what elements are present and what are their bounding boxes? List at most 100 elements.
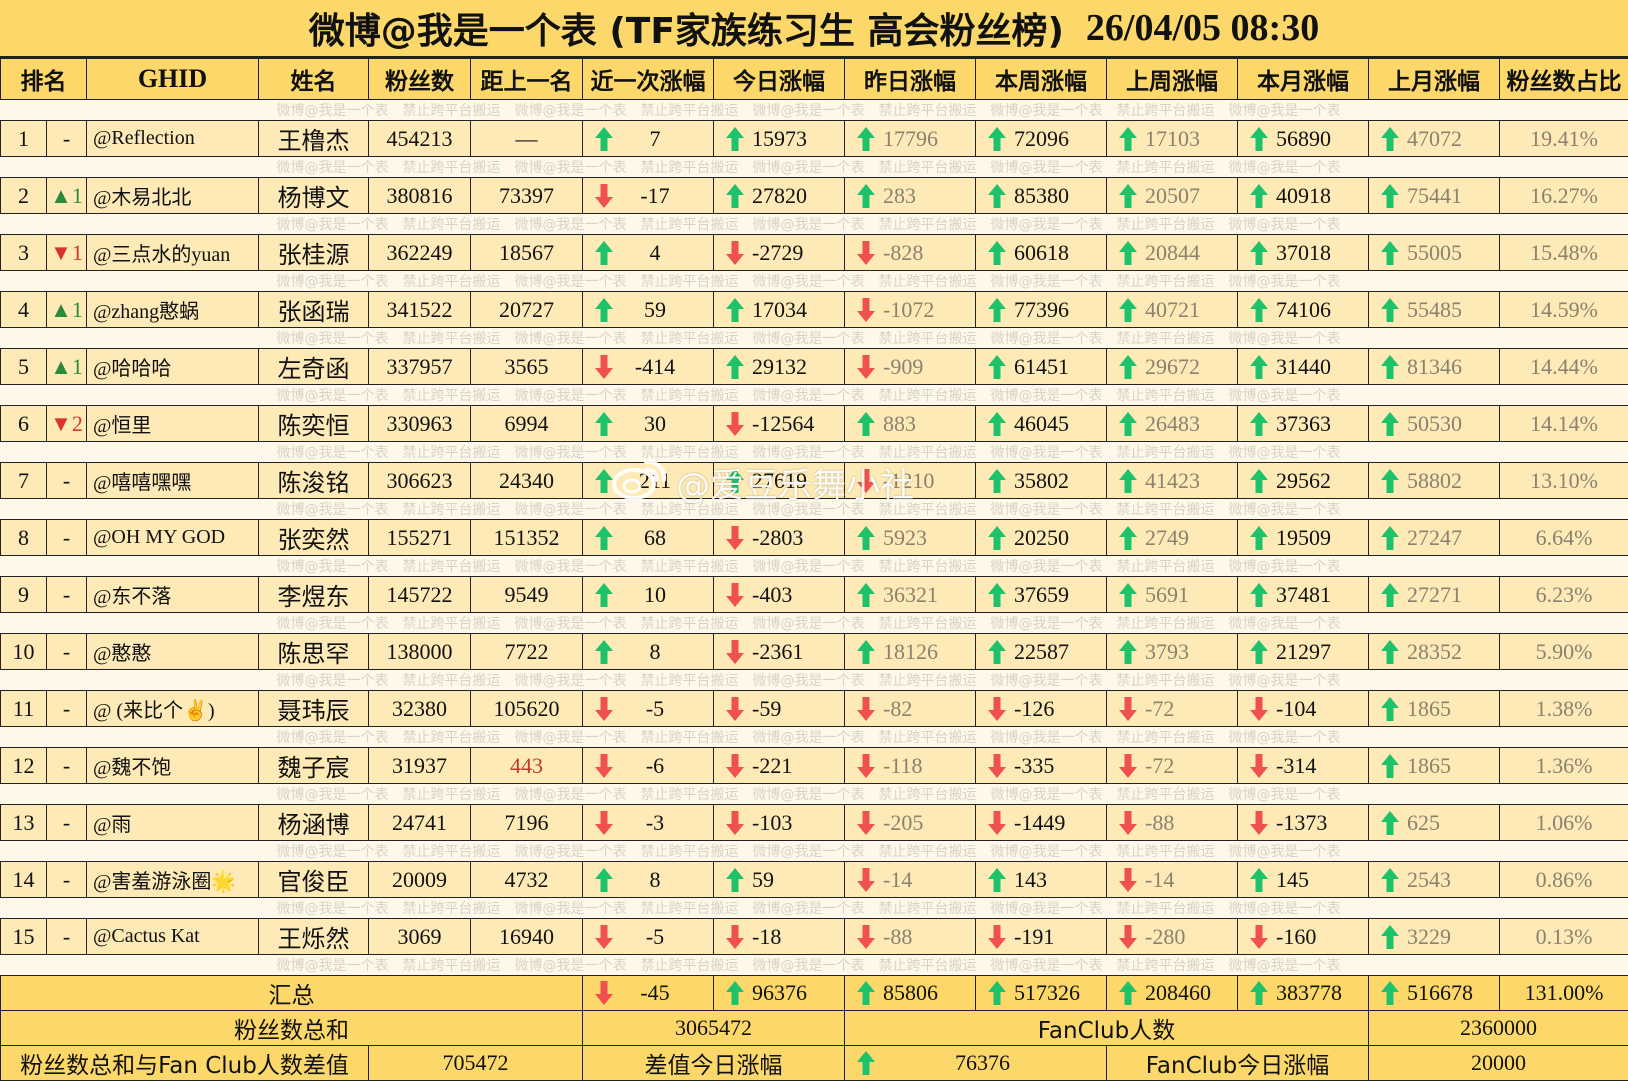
diff-today-cell: 76376 (845, 1046, 1107, 1081)
arrow-down-icon (986, 811, 1008, 835)
arrow-down-icon (1117, 811, 1139, 835)
change-value: -2361 (746, 639, 844, 665)
watermark-row: 微博@我是一个表 禁止跨平台搬运 微博@我是一个表 禁止跨平台搬运 微博@我是一… (1, 955, 1628, 976)
change-value: 517326 (1008, 980, 1106, 1006)
arrow-down-icon (855, 868, 877, 892)
change-cell-yesterday: 85806 (845, 976, 976, 1011)
arrow-up-icon (593, 583, 615, 607)
arrow-up-icon (1379, 868, 1401, 892)
arrow-up-icon (724, 298, 746, 322)
gap-cell: 16940 (471, 919, 583, 955)
watermark-row: 微博@我是一个表 禁止跨平台搬运 微博@我是一个表 禁止跨平台搬运 微博@我是一… (1, 214, 1628, 235)
change-cell-week: 61451 (976, 349, 1107, 385)
rank-change-cell: - (47, 691, 87, 727)
fans-cell: 380816 (369, 178, 471, 214)
rank-cell: 2 (1, 178, 47, 214)
header-this-month: 本月涨幅 (1238, 59, 1369, 100)
header-gap: 距上一名 (471, 59, 583, 100)
watermark-text: 微博@我是一个表 禁止跨平台搬运 微博@我是一个表 禁止跨平台搬运 微博@我是一… (1, 274, 1341, 290)
arrow-up-icon (1248, 241, 1270, 265)
name-cell: 张奕然 (259, 520, 369, 556)
change-cell-last: -17 (583, 178, 714, 214)
change-value: 27820 (746, 183, 844, 209)
change-value: 19509 (1270, 525, 1368, 551)
change-cell-today: -403 (714, 577, 845, 613)
change-value: 7 (615, 126, 713, 152)
watermark-row: 微博@我是一个表 禁止跨平台搬运 微博@我是一个表 禁止跨平台搬运 微博@我是一… (1, 442, 1628, 463)
change-cell-last: 211 (583, 463, 714, 499)
fans-cell: 454213 (369, 121, 471, 157)
arrow-up-icon (1248, 640, 1270, 664)
change-cell-yesterday: 883 (845, 406, 976, 442)
arrow-up-icon (855, 526, 877, 550)
summary-share: 131.00% (1500, 976, 1628, 1011)
change-cell-week: 143 (976, 862, 1107, 898)
name-cell: 王烁然 (259, 919, 369, 955)
change-value: 15973 (746, 126, 844, 152)
arrow-down-icon (593, 754, 615, 778)
change-cell-last: -6 (583, 748, 714, 784)
change-value: -72 (1139, 696, 1237, 722)
watermark-text: 微博@我是一个表 禁止跨平台搬运 微博@我是一个表 禁止跨平台搬运 微博@我是一… (1, 331, 1341, 347)
header-fans: 粉丝数 (369, 59, 471, 100)
arrow-up-icon (855, 640, 877, 664)
change-value: 1865 (1401, 753, 1499, 779)
change-cell-lastmonth: 55485 (1369, 292, 1500, 328)
arrow-down-icon (855, 697, 877, 721)
watermark-row: 微博@我是一个表 禁止跨平台搬运 微博@我是一个表 禁止跨平台搬运 微博@我是一… (1, 271, 1628, 292)
change-cell-lastmonth: 28352 (1369, 634, 1500, 670)
diff-label: 粉丝数总和与Fan Club人数差值 (1, 1046, 369, 1081)
name-cell: 王橹杰 (259, 121, 369, 157)
share-cell: 0.86% (1500, 862, 1628, 898)
rank-change-cell: ▲1 (47, 178, 87, 214)
arrow-up-icon (986, 298, 1008, 322)
header-this-week: 本周涨幅 (976, 59, 1107, 100)
ghid-cell: @OH MY GOD (87, 520, 259, 556)
change-cell-last: 30 (583, 406, 714, 442)
change-value: -14 (877, 867, 975, 893)
share-cell: 14.44% (1500, 349, 1628, 385)
change-cell-lastmonth: 1865 (1369, 748, 1500, 784)
change-cell-lastweek: 29672 (1107, 349, 1238, 385)
change-cell-today: -12564 (714, 406, 845, 442)
arrow-down-icon (1248, 697, 1270, 721)
arrow-up-icon (1117, 583, 1139, 607)
change-cell-yesterday: -828 (845, 235, 976, 271)
change-value: 31440 (1270, 354, 1368, 380)
page-title: 微博@我是一个表 (TF家族练习生 高会粉丝榜) 26/04/05 08:30 (0, 0, 1628, 58)
summary-label: 汇总 (1, 976, 583, 1011)
share-cell: 6.64% (1500, 520, 1628, 556)
change-value: -280 (1139, 924, 1237, 950)
change-cell-yesterday: -1072 (845, 292, 976, 328)
arrow-down-icon (855, 925, 877, 949)
change-value: -1210 (877, 468, 975, 494)
change-cell-week: 72096 (976, 121, 1107, 157)
arrow-up-icon (986, 640, 1008, 664)
arrow-down-icon (986, 697, 1008, 721)
change-cell-last: -414 (583, 349, 714, 385)
change-cell-last: 10 (583, 577, 714, 613)
change-value: -82 (877, 696, 975, 722)
change-cell-today: -18 (714, 919, 845, 955)
gap-cell: 151352 (471, 520, 583, 556)
name-cell: 陈浚铭 (259, 463, 369, 499)
change-cell-last: 8 (583, 862, 714, 898)
change-cell-month: -104 (1238, 691, 1369, 727)
rank-cell: 15 (1, 919, 47, 955)
change-value: 20507 (1139, 183, 1237, 209)
arrow-up-icon (1117, 298, 1139, 322)
change-value: 59 (615, 297, 713, 323)
rank-cell: 4 (1, 292, 47, 328)
change-value: 2749 (1139, 525, 1237, 551)
rank-change-cell: - (47, 121, 87, 157)
change-cell-yesterday: -205 (845, 805, 976, 841)
arrow-up-icon (593, 298, 615, 322)
arrow-up-icon (1248, 412, 1270, 436)
change-value: 46045 (1008, 411, 1106, 437)
fans-cell: 341522 (369, 292, 471, 328)
arrow-down-icon (1248, 811, 1270, 835)
arrow-down-icon (1248, 754, 1270, 778)
arrow-down-icon (724, 583, 746, 607)
